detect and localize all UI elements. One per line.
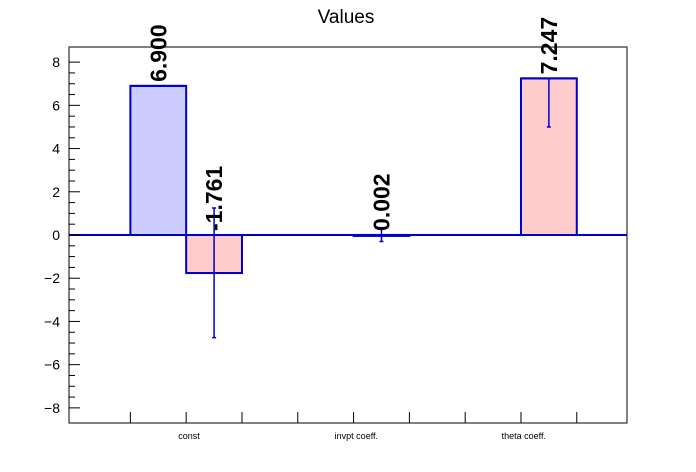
- bar: [129, 84, 188, 237]
- data-label: 0.002: [368, 173, 394, 231]
- axes-layer: 8 6 4 2 0 −2 −4 −6 −8 const invpt coeff. theta coef…: [44, 54, 627, 441]
- x-tick-label: const: [178, 431, 200, 441]
- y-tick-label: −4: [44, 313, 60, 329]
- data-label: 6.900: [145, 24, 171, 82]
- x-tick-label: invpt coeff.: [335, 431, 378, 441]
- data-label: -1.761: [201, 166, 227, 231]
- y-tick-label: −6: [44, 357, 60, 373]
- y-tick-label: 6: [52, 97, 60, 113]
- x-tick-label: theta coeff.: [502, 431, 546, 441]
- chart-title: Values: [318, 7, 375, 28]
- y-tick-label: −8: [44, 400, 60, 416]
- y-tick-label: 4: [52, 141, 60, 157]
- data-label: 7.247: [536, 17, 562, 75]
- y-tick-label: −2: [44, 270, 60, 286]
- bars-layer: [129, 77, 578, 339]
- labels-layer: 6.900 -1.761 0.002 7.247: [145, 17, 562, 231]
- y-tick-label: 2: [52, 184, 60, 200]
- y-tick-label: 8: [52, 54, 60, 70]
- y-tick-label: 0: [52, 227, 60, 243]
